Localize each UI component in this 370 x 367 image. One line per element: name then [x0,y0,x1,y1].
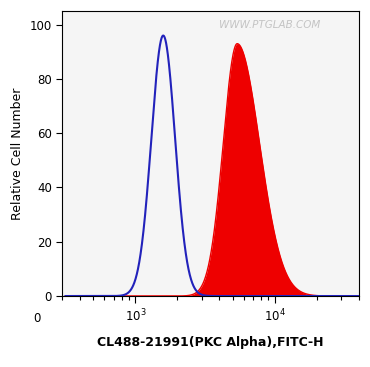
Text: WWW.PTGLAB.COM: WWW.PTGLAB.COM [219,20,321,30]
Y-axis label: Relative Cell Number: Relative Cell Number [11,87,24,220]
X-axis label: CL488-21991(PKC Alpha),FITC-H: CL488-21991(PKC Alpha),FITC-H [97,335,324,349]
Text: 0: 0 [33,312,41,325]
